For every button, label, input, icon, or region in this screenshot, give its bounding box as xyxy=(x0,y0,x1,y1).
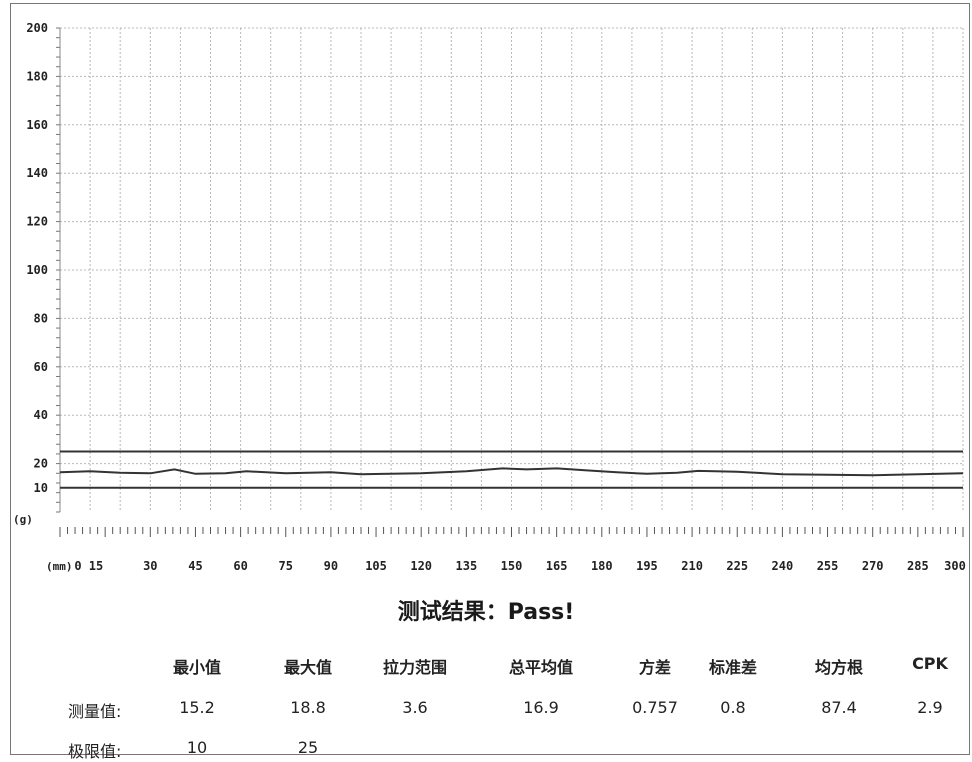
y-tick-label: 20 xyxy=(34,457,48,471)
result-title: 测试结果：Pass! xyxy=(397,600,575,625)
limit-lines xyxy=(60,450,963,489)
x-tick-label: 210 xyxy=(681,559,703,573)
y-tick-label: 100 xyxy=(26,263,48,277)
x-tick-label: 105 xyxy=(365,559,387,573)
x-tick-label: 45 xyxy=(188,559,202,573)
y-tick-labels: 10 20 40 60 80 100 120 140 160 180 200 xyxy=(26,21,48,495)
grid xyxy=(59,27,964,512)
chart-frame xyxy=(10,3,970,755)
y-tick-label: 80 xyxy=(34,311,48,325)
x-tick-label: 225 xyxy=(726,559,748,573)
series-line xyxy=(59,467,964,477)
y-tick-label: 160 xyxy=(26,118,48,132)
x-tick-label: 255 xyxy=(817,559,839,573)
y-tick-label: 180 xyxy=(26,69,48,83)
x-tick-label: 30 xyxy=(143,559,157,573)
x-tick-label: 135 xyxy=(456,559,478,573)
y-tick-label: 120 xyxy=(26,215,48,229)
y-tick-label: 10 xyxy=(34,481,48,495)
x-tick-label: 165 xyxy=(546,559,568,573)
y-tick-label: 200 xyxy=(26,21,48,35)
x-tick-label: 300 xyxy=(944,559,966,573)
x-tick-label: 120 xyxy=(410,559,432,573)
x-tick-label: 75 xyxy=(279,559,293,573)
x-tick-label: 0 xyxy=(74,559,81,573)
y-tick-label: 40 xyxy=(34,408,48,422)
y-axis-label: (g) xyxy=(13,513,33,526)
x-tick-labels: 0 15 30 45 60 75 90 105 120 135 150 165 180 195 210 225… xyxy=(74,559,965,573)
x-tick-label: 90 xyxy=(324,559,338,573)
y-tick-label: 60 xyxy=(34,360,48,374)
x-tick-label: 195 xyxy=(636,559,658,573)
x-tick-label: 60 xyxy=(233,559,247,573)
y-tick-label: 140 xyxy=(26,166,48,180)
x-tick-label: 150 xyxy=(501,559,523,573)
x-tick-label: 285 xyxy=(907,559,929,573)
x-axis-label: (mm) xyxy=(46,560,73,573)
x-tick-label: 240 xyxy=(772,559,794,573)
x-tick-label: 15 xyxy=(89,559,103,573)
axes xyxy=(56,27,964,537)
x-tick-label: 180 xyxy=(591,559,613,573)
x-tick-label: 270 xyxy=(862,559,884,573)
